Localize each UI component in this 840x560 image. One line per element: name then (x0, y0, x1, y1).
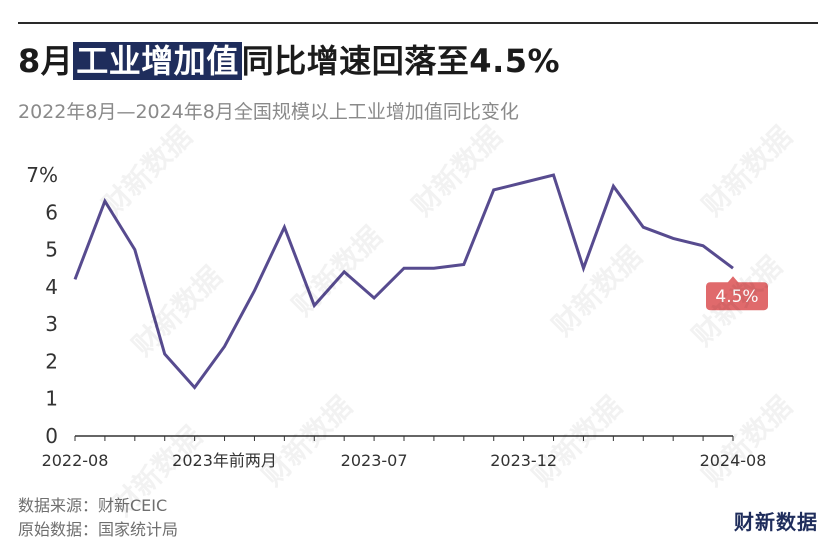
brand-logo: 财新数据 (734, 510, 818, 534)
end-label-box (706, 282, 768, 311)
chart-subtitle: 2022年8月—2024年8月全国规模以上工业增加值同比变化 (18, 101, 519, 123)
y-tick-label: 5 (45, 238, 58, 262)
title-suffix: 同比增速回落至4.5% (241, 42, 561, 80)
y-tick-label: 3 (45, 312, 58, 336)
y-tick-label: 2 (45, 349, 58, 373)
x-tick-label: 2023年前两月 (172, 451, 277, 470)
y-tick-label: 0 (45, 424, 58, 448)
title-highlight: 工业增加值 (73, 42, 242, 80)
original-data-source: 原始数据：国家统计局 (18, 520, 179, 539)
x-tick-label: 2023-07 (341, 451, 408, 470)
data-source: 数据来源：财新CEIC (18, 496, 168, 515)
y-tick-label: 4 (45, 275, 58, 299)
end-label-pointer (727, 276, 739, 284)
x-tick-label: 2024-08 (700, 451, 767, 470)
y-tick-label: 7% (26, 163, 58, 187)
title-prefix: 8月 (18, 42, 74, 80)
chart-title: 8月工业增加值同比增速回落至4.5% (18, 36, 560, 82)
x-tick-label: 2023-12 (490, 451, 557, 470)
y-tick-label: 6 (45, 200, 58, 224)
top-rule (18, 22, 818, 24)
y-tick-label: 1 (45, 387, 58, 411)
series-line (73, 173, 734, 390)
x-tick-label: 2022-08 (42, 451, 109, 470)
end-value-label: 4.5% (715, 287, 758, 307)
